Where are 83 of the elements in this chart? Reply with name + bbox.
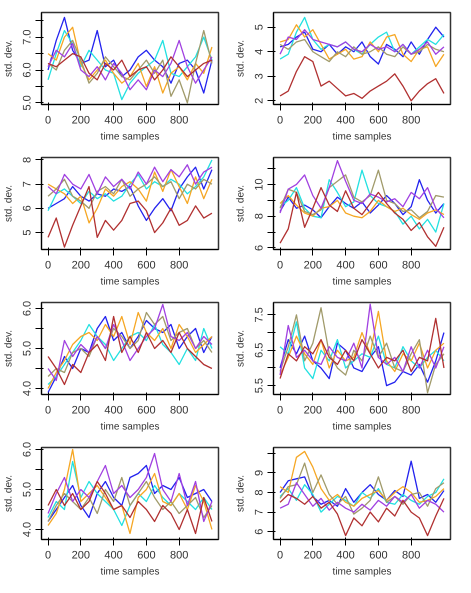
x-tick-label: 600 <box>137 550 156 562</box>
y-tick-label: 7 <box>22 181 34 188</box>
x-tick-label: 600 <box>137 114 156 126</box>
x-tick-label: 400 <box>104 404 123 416</box>
x-axis-title: time samples <box>332 132 392 142</box>
x-axis-title: time samples <box>332 566 392 578</box>
y-tick-label: 2 <box>254 98 266 104</box>
x-tick-label: 200 <box>72 114 90 126</box>
x-tick-label: 400 <box>104 550 123 562</box>
x-tick-label: 600 <box>369 114 388 126</box>
x-tick-label: 400 <box>336 260 355 272</box>
y-tick-label: 3 <box>254 73 266 80</box>
y-tick-label: 4.0 <box>22 522 34 538</box>
x-axis-title: time samples <box>100 566 160 578</box>
y-tick-label: 6.5 <box>254 342 266 358</box>
x-tick-label: 800 <box>402 260 420 272</box>
x-tick-label: 600 <box>369 550 388 562</box>
x-tick-label: 400 <box>104 114 123 126</box>
x-tick-label: 800 <box>402 404 420 416</box>
x-axis-title: time samples <box>100 132 160 142</box>
y-tick-label: 8 <box>22 156 34 163</box>
y-axis-title: std. dev. <box>236 40 246 78</box>
y-tick-label: 7.5 <box>254 307 266 323</box>
x-tick-label: 0 <box>276 550 284 562</box>
x-tick-label: 800 <box>170 404 188 416</box>
x-tick-label: 0 <box>44 260 52 272</box>
x-tick-label: 400 <box>104 260 123 272</box>
y-tick-label: 5 <box>254 24 266 30</box>
x-tick-label: 600 <box>137 260 156 272</box>
y-tick-label: 6.0 <box>22 62 34 78</box>
x-tick-label: 0 <box>276 260 284 272</box>
x-axis-title: time samples <box>100 276 160 288</box>
x-tick-label: 200 <box>72 404 90 416</box>
x-tick-label: 0 <box>276 404 284 416</box>
y-axis-title: std. dev. <box>236 474 246 512</box>
y-tick-label: 6 <box>254 528 266 535</box>
x-tick-label: 600 <box>137 404 156 416</box>
x-tick-label: 800 <box>402 550 420 562</box>
y-tick-label: 8 <box>254 213 266 220</box>
x-tick-label: 800 <box>170 550 188 562</box>
x-tick-label: 200 <box>304 114 322 126</box>
y-tick-label: 5.0 <box>22 340 34 356</box>
y-tick-label: 6 <box>254 244 266 251</box>
y-tick-label: 6.0 <box>22 300 34 316</box>
x-tick-label: 0 <box>44 114 52 126</box>
x-tick-label: 0 <box>276 114 284 126</box>
x-axis-title: time samples <box>332 276 392 288</box>
x-tick-label: 400 <box>336 404 355 416</box>
y-tick-label: 6.0 <box>22 442 34 458</box>
x-tick-label: 200 <box>304 404 322 416</box>
x-tick-label: 0 <box>44 550 52 562</box>
x-tick-label: 800 <box>402 114 420 126</box>
x-tick-label: 600 <box>369 404 388 416</box>
y-tick-label: 4.0 <box>22 380 34 396</box>
x-tick-label: 200 <box>304 260 322 272</box>
x-tick-label: 800 <box>170 260 188 272</box>
x-axis-title: time samples <box>332 422 392 432</box>
x-tick-label: 400 <box>336 114 355 126</box>
x-tick-label: 200 <box>72 550 90 562</box>
x-tick-label: 0 <box>44 404 52 416</box>
y-tick-label: 5.0 <box>22 95 34 111</box>
y-axis-title: std. dev. <box>4 184 14 222</box>
y-tick-label: 7.0 <box>22 29 34 45</box>
y-tick-label: 8 <box>254 489 266 496</box>
y-tick-label: 5.5 <box>254 378 266 394</box>
y-tick-label: 6 <box>22 205 34 212</box>
y-tick-label: 5 <box>22 229 34 236</box>
y-axis-title: std. dev. <box>4 330 14 368</box>
y-axis-title: std. dev. <box>236 184 246 222</box>
x-tick-label: 600 <box>369 260 388 272</box>
y-tick-label: 4 <box>254 48 266 55</box>
y-axis-title: std. dev. <box>4 474 14 512</box>
x-axis-title: time samples <box>100 422 160 432</box>
x-tick-label: 200 <box>304 550 322 562</box>
y-tick-label: 7 <box>254 509 266 516</box>
x-tick-label: 200 <box>72 260 90 272</box>
y-axis-title: std. dev. <box>236 330 246 368</box>
x-tick-label: 400 <box>336 550 355 562</box>
y-tick-label: 5.0 <box>22 482 34 498</box>
x-tick-label: 800 <box>170 114 188 126</box>
y-axis-title: std. dev. <box>4 40 14 78</box>
y-tick-label: 9 <box>254 470 266 476</box>
y-tick-label: 10 <box>254 178 266 191</box>
